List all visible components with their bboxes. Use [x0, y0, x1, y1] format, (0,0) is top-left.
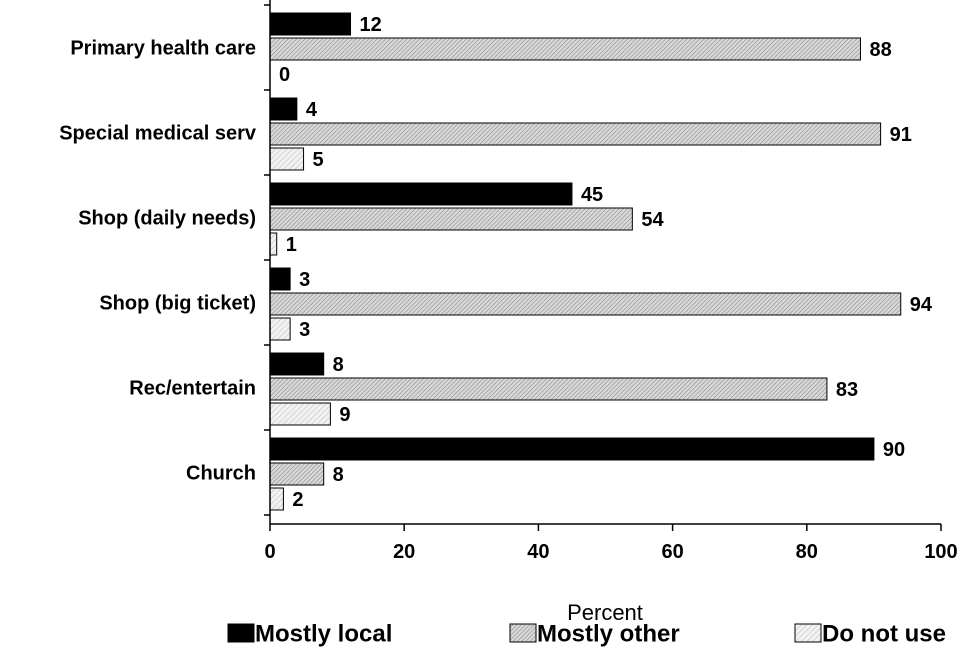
- data-label: 83: [836, 379, 858, 401]
- data-label: 4: [306, 99, 318, 121]
- data-label: 54: [641, 209, 664, 231]
- x-tick-label: 20: [393, 541, 415, 563]
- legend-label: Mostly other: [537, 621, 680, 648]
- x-tick-label: 40: [527, 541, 549, 563]
- category-label: Shop (big ticket): [99, 293, 256, 315]
- legend-swatch-do-not-use: [794, 623, 822, 643]
- category-label: Church: [186, 463, 256, 485]
- bar-do-not-use: [269, 487, 284, 511]
- data-label: 9: [339, 404, 350, 426]
- data-label: 0: [279, 64, 290, 86]
- category-label: Shop (daily needs): [78, 208, 256, 230]
- x-tick-label: 0: [264, 541, 275, 563]
- bar-do-not-use: [269, 232, 278, 256]
- data-label: 12: [360, 14, 382, 36]
- data-label: 8: [333, 464, 344, 486]
- legend-label: Mostly local: [255, 621, 392, 648]
- bar-mostly-local: [269, 97, 298, 121]
- data-label: 8: [333, 354, 344, 376]
- bar-mostly-other: [269, 292, 902, 316]
- bar-mostly-other: [269, 207, 633, 231]
- data-label: 88: [869, 39, 891, 61]
- legend-swatch-mostly-local: [227, 623, 255, 643]
- legend: Mostly local Mostly other Do not use: [227, 621, 946, 648]
- bar-mostly-local: [269, 437, 875, 461]
- data-label: 3: [299, 319, 310, 341]
- axes-layer: Primary health care Special medical serv S…: [59, 0, 958, 563]
- data-label: 45: [581, 184, 603, 206]
- category-label: Rec/entertain: [129, 378, 256, 400]
- category-label: Special medical serv: [59, 123, 257, 145]
- data-label: 94: [910, 294, 933, 316]
- legend-swatch-mostly-other: [509, 623, 537, 643]
- data-label: 91: [890, 124, 912, 146]
- bar-mostly-other: [269, 377, 828, 401]
- bar-mostly-other: [269, 122, 882, 146]
- bar-do-not-use: [269, 402, 331, 426]
- data-label: 2: [292, 489, 303, 511]
- x-axis-title: Percent: [567, 600, 643, 625]
- bar-mostly-local: [269, 182, 573, 206]
- x-tick-label: 60: [661, 541, 683, 563]
- bar-mostly-other: [269, 462, 325, 486]
- data-label: 3: [299, 269, 310, 291]
- x-tick-label: 100: [924, 541, 957, 563]
- data-label: 5: [313, 149, 324, 171]
- bar-mostly-local: [269, 352, 325, 376]
- x-tick-label: 80: [796, 541, 818, 563]
- bars-layer: [269, 12, 902, 511]
- bar-do-not-use: [269, 317, 291, 341]
- category-label: Primary health care: [70, 38, 256, 60]
- data-label: 1: [286, 234, 297, 256]
- legend-label: Do not use: [822, 621, 946, 648]
- bar-mostly-other: [269, 37, 861, 61]
- bar-mostly-local: [269, 267, 291, 291]
- bar-mostly-local: [269, 12, 352, 36]
- bar-do-not-use: [269, 147, 305, 171]
- data-label: 90: [883, 439, 905, 461]
